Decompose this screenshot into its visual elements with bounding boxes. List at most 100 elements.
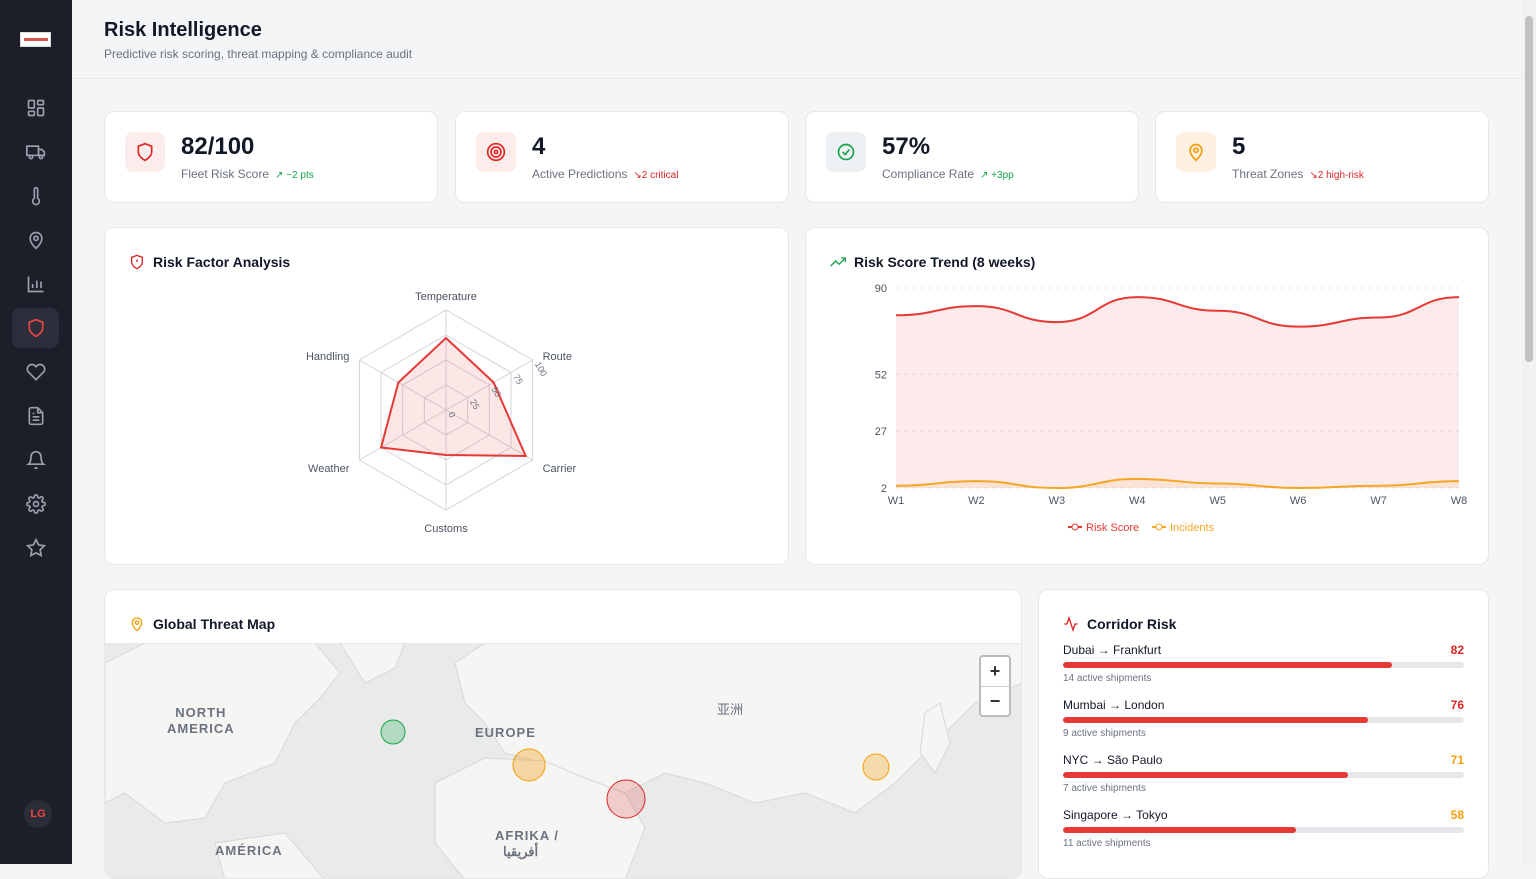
corridor-score: 82 [1451,643,1464,657]
radar-series-area [381,338,526,456]
radar-axis-label: Customs [424,523,468,535]
page-title: Risk Intelligence [104,19,262,42]
corridor-risk-fill [1063,717,1368,723]
corridor-shipments: 11 active shipments [1063,838,1151,849]
corridor-shipments: 9 active shipments [1063,728,1146,739]
main-content: Risk Intelligence Predictive risk scorin… [72,0,1522,864]
heart-icon [26,362,46,382]
radar-axis-label: Weather [308,463,350,475]
stat-label: Compliance Rate↗ +3pp [882,167,1014,181]
series-area [896,297,1459,488]
corridor-risk-fill [1063,662,1392,668]
threat-zone-arabia[interactable] [607,780,645,818]
sidebar-item-settings[interactable] [12,484,59,524]
map-pin-icon [1176,132,1216,172]
y-tick-label: 52 [875,369,887,381]
map-label-asia: 亚洲 [717,699,743,718]
stat-delta: 2 high-risk [1318,170,1364,181]
page-scrollbar[interactable] [1522,0,1536,864]
threat-zone-mediterranean[interactable] [513,749,545,781]
stat-value: 57% [882,133,930,161]
corridor-risk-fill [1063,827,1296,833]
trend-down-icon: ↘ [633,170,641,181]
stat-value: 5 [1232,133,1245,161]
bar-chart-icon [26,274,46,294]
stat-delta: +3pp [991,170,1014,181]
map-label-africa: AFRIKA / [495,828,559,843]
x-tick-label: W7 [1370,495,1387,507]
shield-icon [125,132,165,172]
y-tick-label: 27 [875,426,887,438]
stat-value: 4 [532,133,545,161]
sidebar-item-temperature[interactable] [12,176,59,216]
map-label-africa-ar: أفريقيا [503,844,538,860]
company-logo[interactable] [20,32,51,47]
sidebar-item-locations[interactable] [12,220,59,260]
card-title: Global Threat Map [129,616,275,632]
card-title: Corridor Risk [1063,616,1176,632]
star-icon [26,538,46,558]
trend-up-icon: ↗ [980,170,991,181]
map-label-america: AMÉRICA [215,843,283,858]
stat-label: Fleet Risk Score↗ −2 pts [181,167,314,181]
shield-icon [26,318,46,338]
activity-icon [1063,616,1079,632]
x-tick-label: W8 [1451,495,1468,507]
corridor-shipments: 7 active shipments [1063,783,1146,794]
stat-delta: 2 critical [642,170,679,181]
legend-label[interactable]: Risk Score [1086,522,1139,534]
radar-axis-label: Route [543,351,572,363]
y-tick-label: 2 [881,483,887,495]
sidebar-item-risk[interactable] [12,308,59,348]
x-tick-label: W1 [888,495,905,507]
legend-marker [1156,524,1162,530]
zoom-out-button[interactable]: − [981,686,1009,715]
x-tick-label: W5 [1209,495,1226,507]
trend-down-icon: ↘ [1309,170,1317,181]
dashboard-icon [26,98,46,118]
map-pin-icon [26,230,46,250]
sidebar-item-health[interactable] [12,352,59,392]
stat-card-predictions: 4 Active Predictions↘2 critical [455,111,789,203]
threat-zone-japan[interactable] [863,754,889,780]
scrollbar-thumb[interactable] [1525,16,1533,362]
radar-axis-label: Temperature [415,291,477,303]
stat-label: Active Predictions↘2 critical [532,167,678,181]
truck-icon [26,142,46,162]
world-map[interactable]: NORTH AMERICA EUROPE 亚洲 AFRIKA / أفريقيا… [105,643,1022,879]
corridor-risk-bar [1063,772,1464,778]
sidebar-item-favorites[interactable] [12,528,59,568]
sidebar-item-alerts[interactable] [12,440,59,480]
map-pin-icon [129,616,145,632]
user-avatar[interactable]: LG [24,800,52,828]
corridor-route: NYC → São Paulo [1063,753,1162,767]
map-label-north-america: NORTH AMERICA [167,705,235,737]
sidebar: LG [0,0,72,864]
sidebar-item-documents[interactable] [12,396,59,436]
legend-label[interactable]: Incidents [1170,522,1215,534]
sidebar-item-analytics[interactable] [12,264,59,304]
stat-card-compliance: 57% Compliance Rate↗ +3pp [805,111,1139,203]
document-icon [26,406,46,426]
y-tick-label: 90 [875,283,887,295]
map-zoom-control: + − [979,655,1011,717]
trend-up-icon: ↗ [275,170,286,181]
bell-icon [26,450,46,470]
corridor-risk-bar [1063,717,1464,723]
corridor-risk-fill [1063,772,1348,778]
corridor-risk-card: Corridor Risk Dubai → Frankfurt 82 14 ac… [1038,589,1489,879]
sidebar-item-dashboard[interactable] [12,88,59,128]
sidebar-item-shipments[interactable] [12,132,59,172]
landmass-greenland [340,643,405,683]
stat-delta: −2 pts [286,170,314,181]
stat-card-threat-zones: 5 Threat Zones↘2 high-risk [1155,111,1489,203]
radar-axis-label: Handling [306,351,349,363]
corridor-route: Dubai → Frankfurt [1063,643,1161,657]
x-tick-label: W4 [1129,495,1146,507]
zoom-in-button[interactable]: + [981,657,1009,686]
threat-map-card: Global Threat Map NORTH AMERICA EUROPE 亚… [104,589,1022,879]
radar-tick-label: 75 [511,373,525,387]
threat-zone-atlantic[interactable] [381,720,405,744]
